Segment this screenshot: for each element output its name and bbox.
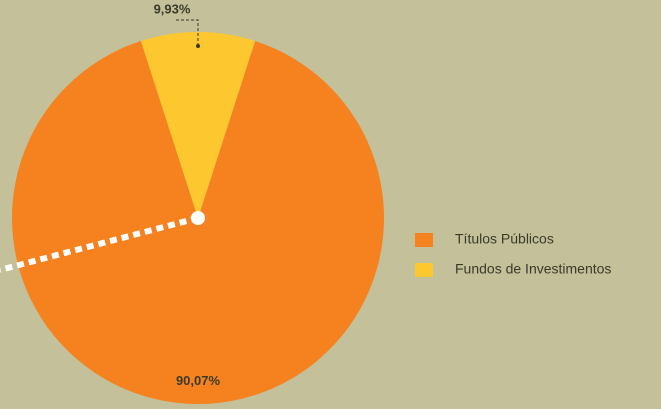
value-label: 90,07% [176, 373, 221, 388]
leader-line [176, 19, 199, 46]
center-dot [191, 211, 205, 225]
legend-swatch [415, 263, 433, 277]
value-label: 9,93% [154, 1, 191, 16]
pointer-line [0, 215, 199, 273]
leader-dot [196, 44, 200, 48]
pie-slice [140, 31, 256, 218]
legend-label: Títulos Públicos [455, 231, 554, 247]
legend-label: Fundos de Investimentos [455, 261, 611, 277]
legend-swatch [415, 233, 433, 247]
